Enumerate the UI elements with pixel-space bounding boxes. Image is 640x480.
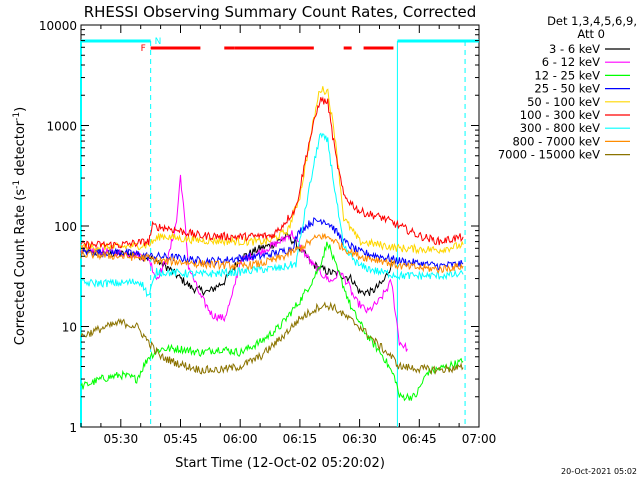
series-line-5 [80,86,464,255]
y-tick-label: 10 [62,321,77,335]
night-flag-label: N [155,37,162,47]
y-axis-label-sup2: -1 [12,112,22,121]
x-axis-ticks: 05:30 05:45 06:00 06:15 06:30 06:45 07:00 [80,25,497,446]
legend-entry-label: 800 - 7000 keV [512,134,600,148]
y-tick-label: 1000 [46,120,77,134]
x-axis-label: Start Time (12-Oct-02 05:20:02) [175,456,385,471]
legend-entry-label: 100 - 300 keV [520,108,600,122]
legend-header-1: Det 1,3,4,5,6,9, [547,14,637,28]
flare-flag-label: F [141,44,146,54]
legend-entry-label: 300 - 800 keV [520,121,600,135]
y-axis-label-mid: detector [13,120,28,180]
series-line-7 [80,132,464,298]
series-line-6 [80,96,464,250]
y-tick-label: 1 [69,421,77,435]
x-tick-label: 06:00 [223,432,258,446]
plot-area: NF 05:30 05:45 06:00 06:15 06:30 06:45 07:00 1… [39,19,496,446]
x-tick-label: 06:15 [283,432,318,446]
legend-entry-label: 25 - 50 keV [534,82,600,96]
y-axis-label-sup1: -1 [12,180,22,189]
series-line-9 [80,301,464,376]
y-tick-label: 100 [54,220,77,234]
y-axis-label-end: ) [13,107,28,112]
x-tick-label: 05:45 [163,432,198,446]
series-lines [80,86,464,402]
series-line-3 [80,241,464,402]
legend-entry-label: 50 - 100 keV [527,95,600,109]
footer-date: 20-Oct-2021 05:02 [561,467,637,476]
x-tick-label: 07:00 [462,432,497,446]
chart-title: RHESSI Observing Summary Count Rates, Co… [84,3,477,21]
x-tick-label: 06:30 [342,432,377,446]
legend-header-2: Att 0 [577,27,605,41]
y-tick-label: 10000 [39,19,77,33]
x-tick-label: 06:45 [402,432,437,446]
y-axis-label-main: Corrected Count Rate (s [13,189,28,346]
x-tick-label: 05:30 [104,432,139,446]
legend-entry-label: 6 - 12 keV [542,55,600,69]
legend-entry-label: 12 - 25 keV [534,68,600,82]
legend-entry-label: 3 - 6 keV [549,42,600,56]
legend-entry-label: 7000 - 15000 keV [498,148,600,162]
series-line-4 [80,217,464,271]
series-line-8 [80,232,464,274]
plot-frame [80,24,480,428]
y-axis-label: Corrected Count Rate (s-1 detector-1) [12,107,28,345]
y-axis-ticks: 1 10 100 1000 10000 [39,19,479,435]
